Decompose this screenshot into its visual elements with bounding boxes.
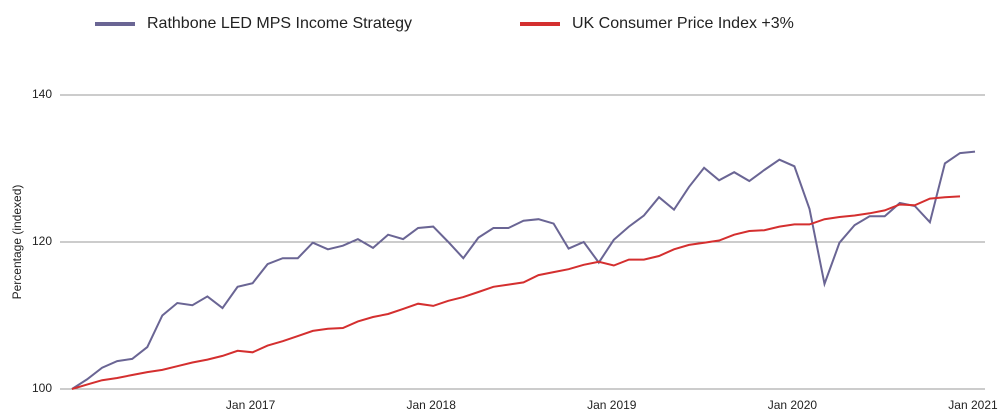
legend-label: Rathbone LED MPS Income Strategy bbox=[147, 15, 412, 32]
series-line bbox=[71, 150, 976, 390]
legend-label: UK Consumer Price Index +3% bbox=[572, 15, 794, 32]
x-tick-label: Jan 2017 bbox=[226, 398, 276, 412]
x-tick-label: Jan 2018 bbox=[407, 398, 457, 412]
y-tick-label: 120 bbox=[32, 234, 52, 248]
x-tick-label: Jan 2019 bbox=[587, 398, 637, 412]
legend: Rathbone LED MPS Income Strategy UK Consu… bbox=[95, 15, 794, 32]
x-tick-label: Jan 2020 bbox=[768, 398, 818, 412]
series-line bbox=[71, 195, 961, 390]
y-axis-label: Percentage (indexed) bbox=[10, 185, 24, 300]
y-tick-label: 140 bbox=[32, 87, 52, 101]
y-tick-label: 100 bbox=[32, 381, 52, 395]
x-tick-label: Jan 2021 bbox=[948, 398, 998, 412]
